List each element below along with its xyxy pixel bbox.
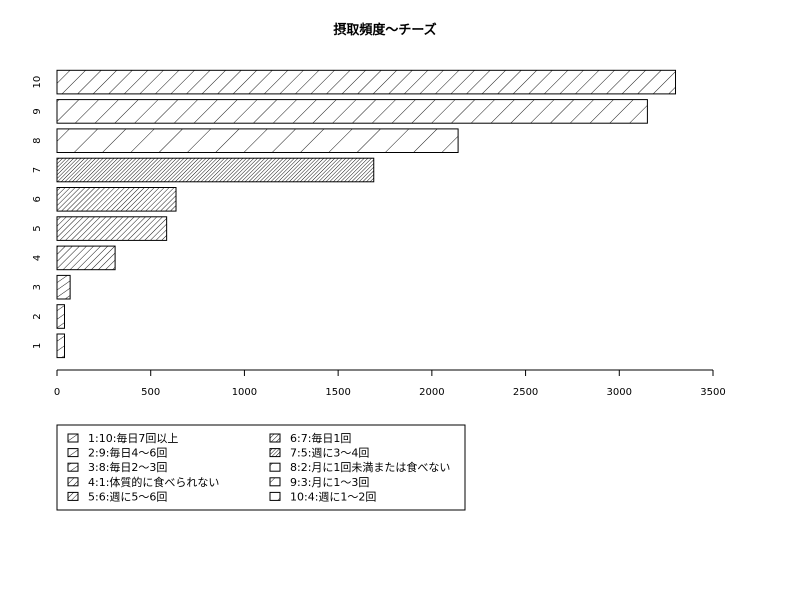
bar-2 [56,304,65,329]
y-tick-label: 10 [32,76,43,89]
legend-label: 5:6:週に5〜6回 [88,490,167,503]
legend-swatch [67,477,79,487]
legend-swatch [269,433,281,443]
legend: 1:10:毎日7回以上 2:9:毎日4〜6回3:8:毎日2〜3回4:1:体質的に食… [56,424,466,511]
legend-label: 4:1:体質的に食べられない [88,475,219,489]
y-tick-label: 1 [32,343,43,349]
x-tick-label: 3500 [700,387,725,398]
y-tick-labels: 1 2 3 4 5 6 7 8 9 10 [32,76,43,349]
x-tick-label: 2000 [419,387,444,398]
legend-swatch [67,491,79,501]
bars-layer [56,69,677,359]
y-tick-label: 2 [32,313,43,319]
legend-label: 3:8:毎日2〜3回 [88,461,167,474]
x-tick-label: 2500 [513,387,538,398]
bar-3 [56,274,71,300]
bar-1 [56,333,65,359]
x-tick-label: 500 [141,387,160,398]
legend-swatch [269,448,281,458]
x-tick-label: 3000 [607,387,632,398]
y-tick-label: 3 [32,284,43,290]
x-tick-label: 0 [54,387,60,398]
y-tick-label: 7 [32,167,43,173]
bar-7 [56,157,375,183]
legend-swatch [269,477,281,487]
legend-swatch [67,462,79,472]
x-tick-label: 1000 [232,387,257,398]
bar-4 [56,245,116,271]
y-tick-label: 8 [32,138,43,144]
chart-title: 摂取頻度〜チーズ [333,22,436,38]
legend-label: 10:4:週に1〜2回 [290,490,376,503]
legend-swatch [269,491,281,501]
y-tick-label: 4 [32,255,43,261]
legend-box [56,424,466,511]
legend-label: 9:3:月に1〜3回 [290,476,369,489]
legend-label: 2:9:毎日4〜6回 [88,447,167,460]
x-tick-label: 1500 [325,387,350,398]
bar-8 [56,128,459,153]
bar-9 [56,99,648,124]
legend-swatch [67,433,79,443]
legend-label: 6:7:毎日1回 [290,432,351,445]
bar-5 [56,216,168,241]
y-tick-label: 9 [32,108,43,114]
bar-6 [56,187,177,212]
x-axis: 0 500 1000 1500 2000 2500 3000 3500 [54,369,726,398]
legend-label: 7:5:週に3〜4回 [290,447,369,460]
legend-label: 8:2:月に1回未満または食べない [290,460,450,474]
legend-label: 1:10:毎日7回以上 [88,432,178,445]
legend-swatch [269,462,281,472]
y-tick-label: 6 [32,196,43,202]
legend-swatch [67,448,79,458]
bar-10 [56,69,677,95]
y-tick-label: 5 [32,225,43,231]
